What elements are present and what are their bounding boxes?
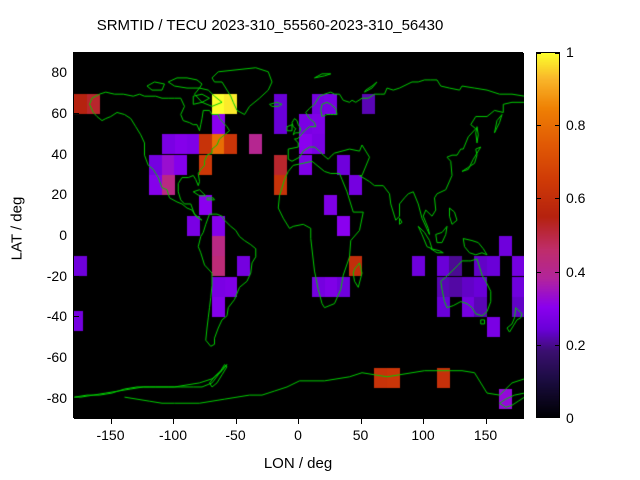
y-tick-label: -80: [46, 389, 67, 406]
colorbar-gradient: [536, 52, 560, 418]
colorbar-tick-mark: [555, 53, 560, 54]
x-tick-label: -150: [96, 427, 125, 443]
y-tick-label: 40: [51, 145, 67, 162]
x-tick-label: 50: [352, 427, 369, 443]
y-tick-label: 20: [51, 186, 67, 203]
y-axis-title: LAT / deg: [8, 196, 26, 261]
colorbar-tick-label: 0.2: [566, 336, 586, 353]
x-tick-label: 0: [294, 427, 302, 443]
map-plot-area: [73, 52, 524, 419]
x-tick-mark: [235, 418, 237, 424]
x-tick-mark: [298, 418, 299, 424]
colorbar-tick-label: 0.8: [566, 117, 586, 134]
colorbar-tick-mark: [555, 125, 560, 127]
colorbar-tick-mark: [555, 417, 560, 418]
colorbar-tick-mark: [536, 53, 541, 54]
colorbar-tick-label: 0.6: [566, 190, 586, 207]
colorbar-tick-mark: [536, 344, 541, 346]
y-tick-label: -40: [46, 308, 67, 325]
colorbar-tick-mark: [555, 198, 560, 200]
y-tick-mark: [73, 275, 79, 277]
y-tick-mark: [73, 113, 79, 114]
x-tick-mark: [423, 418, 424, 424]
colorbar-tick-mark: [555, 271, 560, 273]
y-tick-mark: [73, 397, 79, 399]
colorbar-tick-mark: [555, 344, 560, 346]
x-tick-mark: [110, 418, 112, 424]
y-axis-tick-labels: 80 60 40 20 0 -20 -40 -60 -80: [20, 52, 67, 418]
y-tick-mark: [73, 153, 79, 155]
colorbar-tick-label: 1: [566, 44, 574, 60]
x-tick-mark: [173, 418, 174, 424]
colorbar-tick-mark: [536, 417, 541, 418]
world-heatmap-canvas: [74, 53, 524, 419]
y-tick-label: 80: [51, 64, 67, 81]
x-axis-tick-labels: -150 -100 -50 0 50 100 150: [73, 424, 523, 444]
x-tick-label: -50: [225, 427, 246, 443]
y-tick-mark: [73, 72, 79, 74]
x-tick-mark: [485, 418, 487, 424]
x-tick-label: -100: [158, 427, 188, 443]
y-tick-mark: [73, 316, 79, 318]
colorbar-tick-label: 0: [566, 410, 574, 426]
colorbar-tick-mark: [536, 271, 541, 273]
page-title: SRMTID / TECU 2023-310_55560-2023-310_56…: [96, 17, 444, 34]
colorbar-tick-mark: [536, 125, 541, 127]
colorbar-tick-label: 0.4: [566, 263, 586, 280]
y-tick-mark: [73, 235, 79, 236]
colorbar: [536, 52, 560, 418]
y-tick-label: -60: [46, 349, 67, 365]
colorbar-tick-mark: [536, 198, 541, 200]
x-tick-mark: [360, 418, 362, 424]
x-tick-label: 100: [411, 427, 435, 443]
y-tick-label: 60: [51, 105, 67, 121]
y-tick-mark: [73, 194, 79, 196]
x-tick-label: 150: [473, 427, 498, 443]
x-axis-title: LON / deg: [263, 455, 333, 472]
y-tick-label: 0: [59, 227, 67, 243]
y-tick-label: -20: [46, 267, 67, 284]
y-tick-mark: [73, 357, 79, 358]
